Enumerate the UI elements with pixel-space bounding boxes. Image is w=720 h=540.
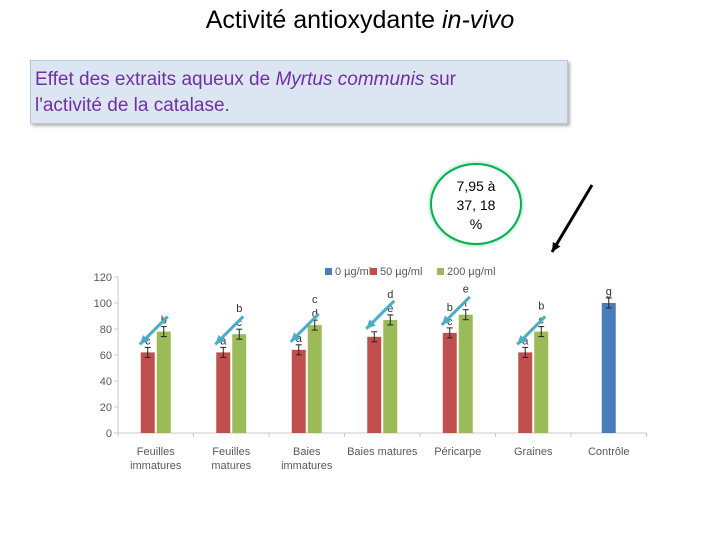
x-tick-label: immatures (281, 460, 333, 472)
callout-line1: 7,95 à (456, 178, 496, 194)
y-tick-label: 120 (94, 272, 112, 284)
pointer-arrow-head (139, 334, 150, 345)
legend-swatch (370, 268, 377, 275)
legend-swatch (325, 268, 332, 275)
subtitle-part2: sur (424, 69, 457, 90)
pointer-arrow-head (517, 334, 527, 345)
x-tick-label: Contrôle (588, 446, 630, 458)
significance-letter: d (387, 289, 393, 301)
y-tick-label: 40 (100, 376, 112, 388)
subtitle-species: Myrtus communis (275, 69, 425, 90)
y-tick-label: 100 (94, 298, 112, 310)
bar (442, 332, 457, 433)
bar (601, 303, 616, 433)
x-tick-label: Baies matures (347, 446, 418, 458)
significance-letter: e (387, 303, 393, 315)
significance-letter: c (312, 294, 318, 306)
x-tick-label: Baies (293, 446, 321, 458)
significance-letter: b (538, 301, 544, 313)
y-tick-label: 80 (100, 324, 112, 336)
slide-title-italic: in-vivo (442, 6, 515, 34)
x-tick-label: Graines (514, 446, 553, 458)
bar (367, 336, 382, 433)
bar (383, 319, 398, 433)
significance-letter: e (463, 284, 469, 296)
legend-label: 0 µg/ml (335, 266, 371, 278)
significance-letter: d (312, 308, 318, 320)
x-tick-label: immatures (130, 460, 182, 472)
bar (216, 352, 231, 433)
significance-letter: g (606, 286, 612, 298)
bar (458, 314, 473, 433)
bar (232, 334, 247, 433)
slide-title: Activité antioxydante in-vivo (0, 6, 720, 35)
callout-line3: % (469, 216, 483, 232)
control-arrow (550, 184, 594, 253)
subtitle-box: Effet des extraits aqueux de Myrtus comm… (30, 60, 568, 124)
slide-title-text: Activité antioxydante (205, 6, 442, 34)
callout-line2: 37, 18 (456, 197, 496, 213)
y-tick-label: 20 (100, 402, 112, 414)
bar (291, 349, 306, 433)
x-tick-label: Feuilles (137, 446, 175, 458)
bar (518, 352, 533, 433)
subtitle-part1: Effet des extraits aqueux de (35, 69, 276, 90)
significance-letter: b (236, 303, 242, 315)
bar (156, 331, 171, 433)
subtitle-line2: l'activité de la catalase. (35, 95, 230, 116)
x-tick-label: Feuilles (212, 446, 250, 458)
legend-label: 50 µg/ml (380, 266, 422, 278)
significance-letter: f (464, 298, 468, 310)
percentage-callout: 7,95 à 37, 18 % (430, 163, 522, 245)
pointer-arrow-head (441, 315, 452, 325)
pointer-arrow-head (366, 319, 376, 329)
legend-swatch (437, 268, 444, 275)
x-tick-label: matures (211, 460, 251, 472)
significance-letter: b (447, 302, 453, 314)
bar (534, 331, 549, 433)
pointer-arrow-head (215, 334, 225, 345)
y-tick-label: 60 (100, 350, 112, 362)
significance-letter: c (237, 317, 243, 329)
y-tick-label: 0 (106, 428, 112, 440)
bar (307, 325, 322, 433)
control-arrow-head (552, 242, 561, 252)
legend-label: 200 µg/ml (447, 266, 496, 278)
x-tick-label: Péricarpe (434, 446, 481, 458)
bar (140, 352, 155, 433)
pointer-arrow-head (290, 332, 301, 342)
